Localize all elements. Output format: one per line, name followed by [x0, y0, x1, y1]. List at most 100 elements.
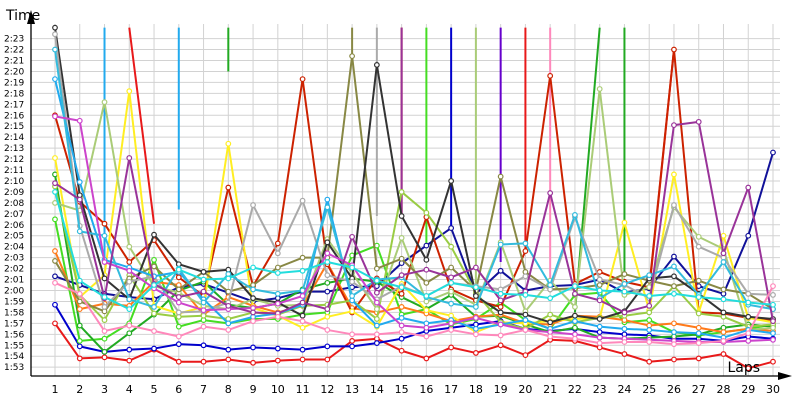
series-point: [646, 327, 653, 333]
y-tick-label: 2:10: [4, 177, 24, 187]
series-point: [398, 322, 405, 329]
x-axis-title: Laps: [727, 360, 760, 376]
series-point: [472, 284, 479, 291]
series-point: [621, 271, 628, 277]
series-point: [695, 330, 702, 337]
series-point: [324, 196, 331, 203]
series-point: [695, 324, 702, 331]
series-point: [373, 306, 380, 313]
series-point: [448, 300, 455, 307]
series-point: [423, 333, 430, 340]
y-tick-label: 2:05: [4, 232, 24, 242]
series-point: [76, 337, 83, 344]
series-point: [770, 283, 776, 290]
series-point: [175, 299, 182, 306]
series-point: [349, 331, 356, 338]
x-tick-label: 12: [320, 383, 334, 396]
series-point: [250, 359, 256, 366]
series-point: [621, 339, 628, 345]
series-point: [596, 297, 603, 304]
series-point: [373, 331, 380, 338]
series-point: [596, 329, 603, 336]
series-point: [225, 275, 232, 282]
series-point: [76, 277, 83, 284]
x-tick-label: 30: [766, 383, 780, 396]
series-point: [448, 344, 455, 351]
series-point: [547, 190, 554, 196]
series-point: [101, 220, 108, 227]
series-point: [720, 309, 727, 316]
series-point: [423, 209, 430, 216]
series-point: [671, 290, 677, 297]
series-point: [448, 320, 455, 327]
series-point: [200, 268, 207, 275]
y-tick-label: 2:21: [4, 57, 24, 67]
series-point: [274, 290, 281, 297]
axes: [27, 10, 792, 380]
series-line: [54, 186, 774, 330]
x-tick-label: 3: [101, 383, 108, 396]
series-point: [324, 204, 331, 211]
y-tick-label: 2:13: [4, 144, 24, 154]
series-point: [497, 304, 504, 310]
series-point: [200, 299, 207, 306]
x-tick-label: 14: [370, 383, 384, 396]
series-point: [497, 321, 504, 328]
y-tick-label: 2:17: [4, 100, 24, 110]
series-point: [349, 293, 356, 299]
series-point: [250, 286, 256, 293]
series-point: [250, 309, 256, 316]
series-point: [423, 256, 430, 263]
series-point: [373, 316, 380, 322]
y-tick-label: 1:55: [4, 341, 24, 351]
series-point: [671, 341, 677, 348]
series-point: [720, 259, 727, 265]
series-point: [101, 335, 108, 342]
series-point: [101, 275, 108, 282]
series-point: [76, 290, 83, 297]
series-point: [522, 273, 529, 280]
series-point: [547, 311, 554, 318]
series-point: [250, 318, 256, 325]
series-point: [101, 294, 108, 300]
y-tick-label: 2:15: [4, 122, 24, 132]
y-tick-label: 1:59: [4, 297, 24, 307]
y-tick-label: 2:23: [4, 35, 24, 45]
series-line: [54, 78, 774, 339]
series-point: [200, 307, 207, 314]
series-point: [175, 358, 182, 365]
series-point: [522, 327, 529, 333]
x-tick-label: 5: [151, 383, 158, 396]
series-point: [770, 318, 776, 325]
series-point: [126, 306, 133, 313]
series-point: [423, 355, 430, 362]
series-point: [126, 267, 133, 274]
series-point: [324, 288, 331, 295]
series-point: [373, 277, 380, 284]
series-point: [770, 330, 776, 337]
series-point: [52, 320, 58, 327]
series-point: [175, 294, 182, 300]
series-point: [497, 332, 504, 339]
series-point: [324, 259, 331, 265]
series-point: [373, 299, 380, 306]
series-point: [52, 24, 58, 31]
series-point: [720, 250, 727, 257]
series-point: [299, 267, 306, 274]
series-point: [52, 189, 58, 195]
series-point: [646, 302, 653, 309]
series-point: [299, 312, 306, 319]
series-point: [596, 282, 603, 288]
x-tick-label: 15: [395, 383, 409, 396]
series-point: [671, 122, 677, 129]
series-point: [349, 278, 356, 285]
series-point: [52, 155, 58, 161]
series-point: [52, 216, 58, 223]
y-tick-label: 2:19: [4, 78, 24, 88]
series-point: [720, 337, 727, 344]
x-tick-label: 27: [692, 383, 706, 396]
series-point: [101, 99, 108, 106]
x-tick-label: 28: [716, 383, 730, 396]
series-point: [472, 264, 479, 271]
series-point: [621, 219, 628, 226]
